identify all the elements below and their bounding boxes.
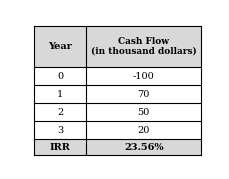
Text: 0: 0 <box>57 71 63 81</box>
Bar <box>34 85 201 103</box>
Text: 1: 1 <box>57 90 63 99</box>
Bar <box>34 139 201 155</box>
Bar <box>34 121 201 139</box>
Text: 23.56%: 23.56% <box>124 143 164 152</box>
Bar <box>34 103 201 121</box>
Text: 70: 70 <box>137 90 150 99</box>
Text: 20: 20 <box>137 126 150 135</box>
Bar <box>34 26 201 67</box>
Bar <box>34 67 201 85</box>
Text: 2: 2 <box>57 108 63 117</box>
Text: Year: Year <box>48 42 72 51</box>
Text: 50: 50 <box>137 108 150 117</box>
Text: Cash Flow
(in thousand dollars): Cash Flow (in thousand dollars) <box>91 37 196 56</box>
Text: 3: 3 <box>57 126 63 135</box>
Text: IRR: IRR <box>50 143 71 152</box>
Text: -100: -100 <box>133 71 155 81</box>
